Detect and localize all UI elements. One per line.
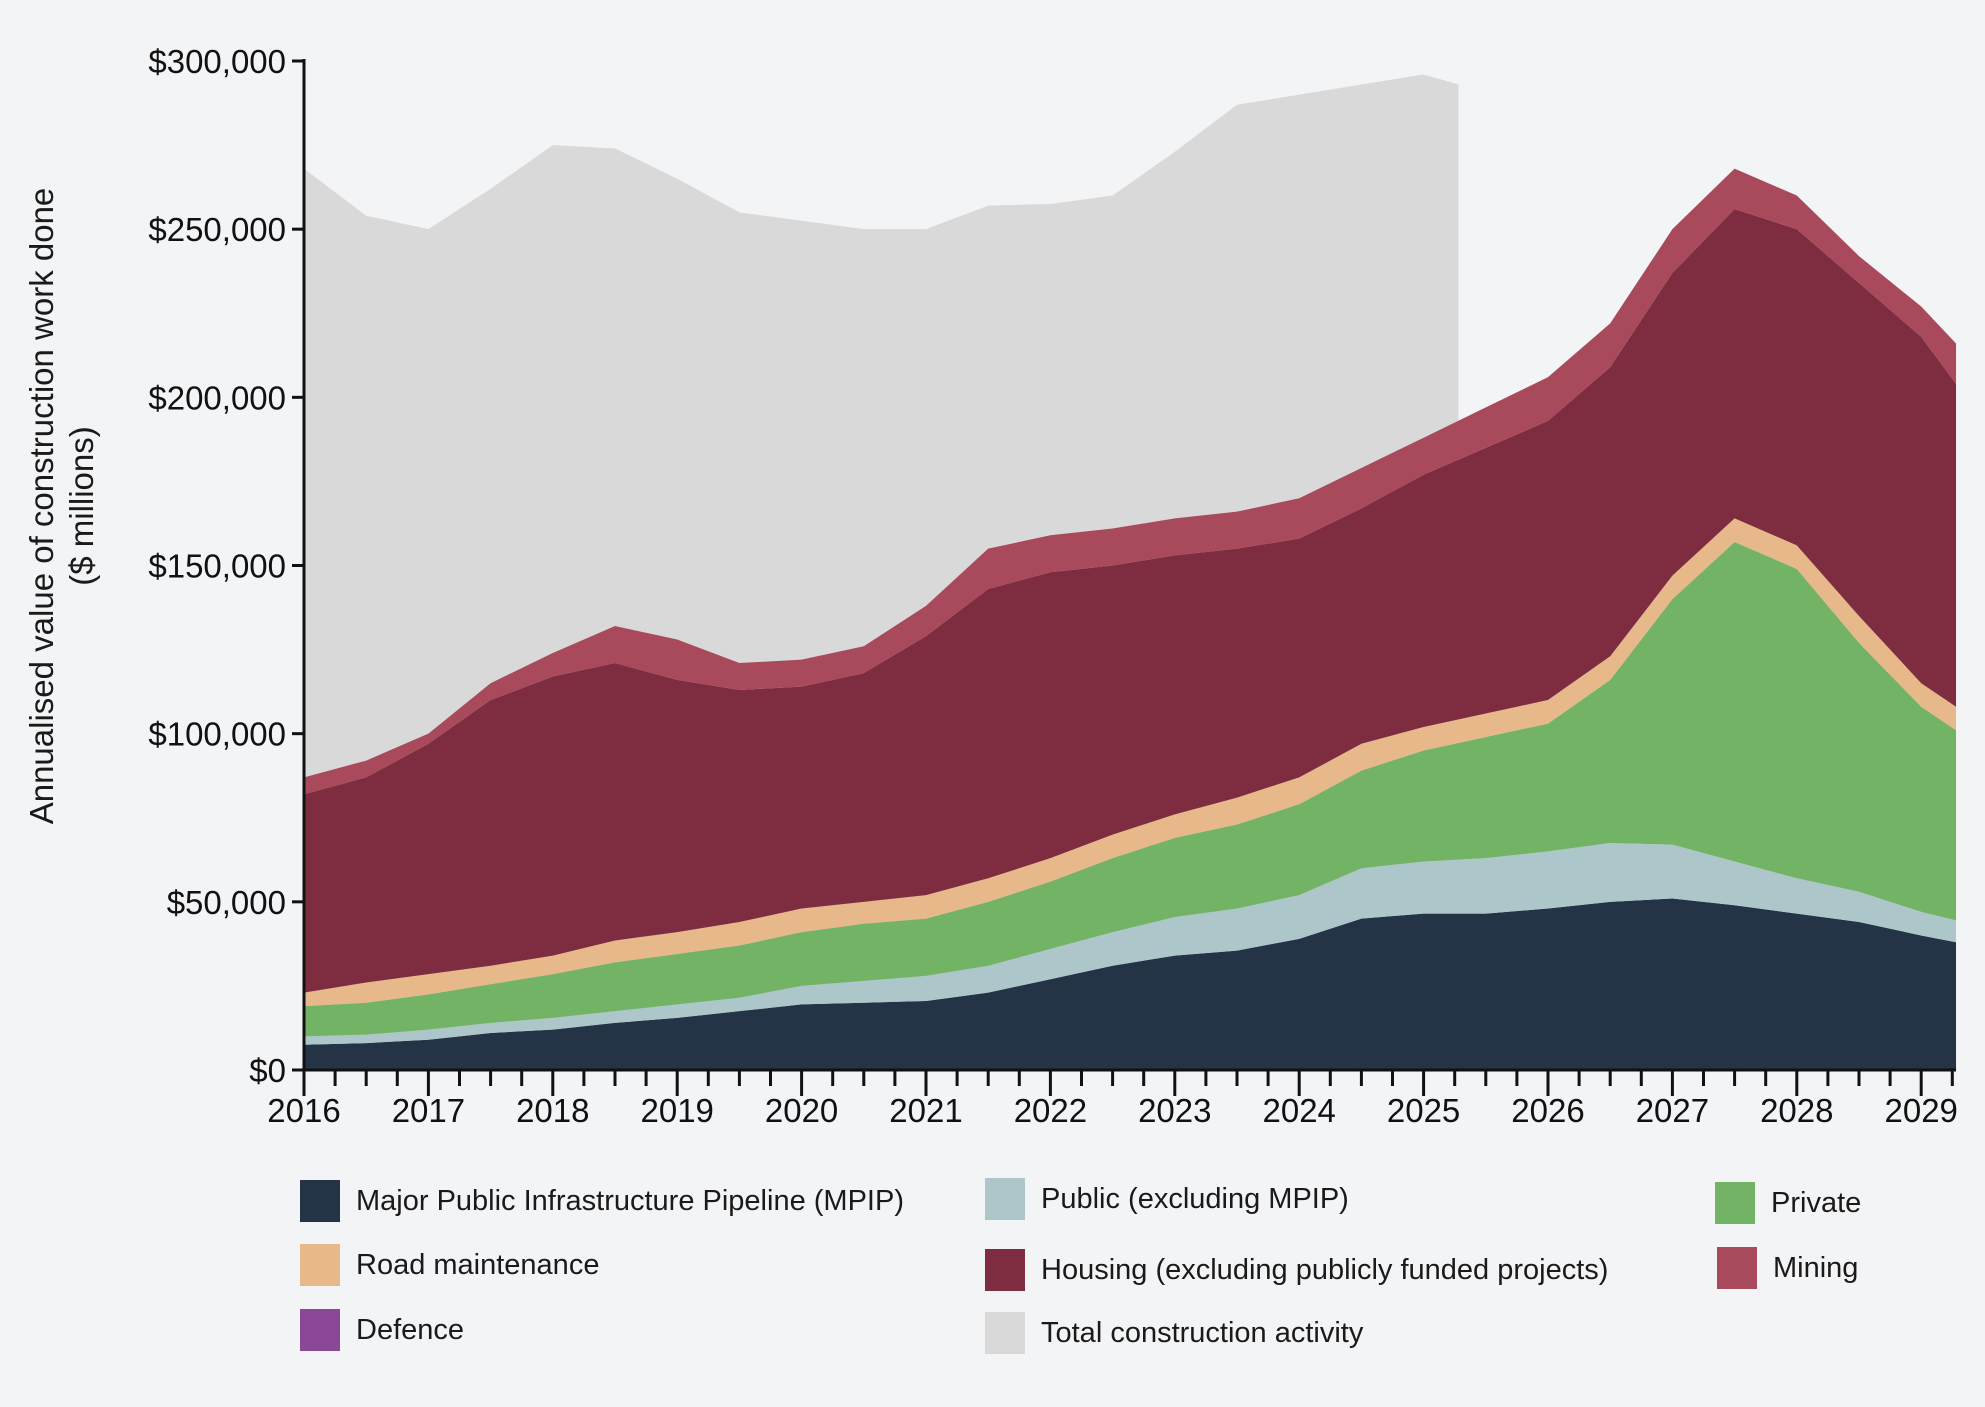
y-axis-title: Annualised value of construction work do…	[23, 187, 60, 825]
areas-layer	[304, 74, 1957, 1071]
x-tick-label: 2028	[1760, 1092, 1833, 1129]
y-axis-units: ($ millions)	[63, 426, 100, 586]
y-tick-label: $50,000	[167, 884, 286, 921]
x-tick-label: 2027	[1636, 1092, 1709, 1129]
x-tick-label: 2029	[1884, 1092, 1957, 1129]
x-tick-label: 2017	[392, 1092, 465, 1129]
y-tick-label: $100,000	[148, 716, 286, 753]
y-tick-label: $200,000	[148, 379, 286, 416]
x-tick-label: 2019	[640, 1092, 713, 1129]
x-tick-label: 2025	[1387, 1092, 1460, 1129]
x-tick-label: 2026	[1511, 1092, 1584, 1129]
y-tick-label: $0	[249, 1052, 286, 1089]
axes-layer: $0 $50,000 $100,000 $150,000 $200,000 $250,00…	[148, 43, 1958, 1129]
area-series-1	[304, 842, 1957, 1045]
area-series-0	[304, 898, 1957, 1070]
x-tick-label: 2018	[516, 1092, 589, 1129]
x-tick-label: 2020	[765, 1092, 838, 1129]
x-tick-label: 2022	[1014, 1092, 1087, 1129]
x-tick-label: 2024	[1262, 1092, 1335, 1129]
area-series-2	[304, 541, 1957, 1037]
y-axis-label: Annualised value of construction work do…	[22, 188, 102, 825]
y-tick-label: $150,000	[148, 548, 286, 585]
x-tick-label: 2023	[1138, 1092, 1211, 1129]
area-series-5	[304, 208, 1957, 993]
x-tick-label: 2016	[267, 1092, 340, 1129]
y-tick-label: $300,000	[148, 43, 286, 80]
y-tick-label: $250,000	[148, 211, 286, 248]
x-tick-label: 2021	[889, 1092, 962, 1129]
